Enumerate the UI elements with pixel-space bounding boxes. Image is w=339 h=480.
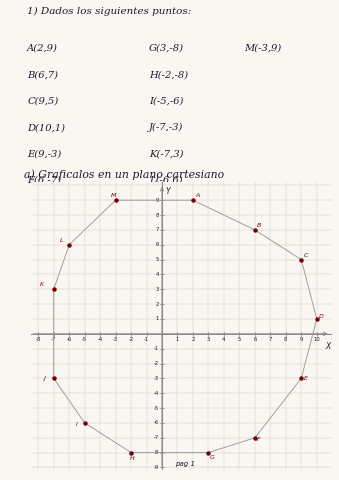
Text: 6: 6 [253, 337, 257, 342]
Text: -2: -2 [154, 361, 159, 366]
Text: -7: -7 [154, 435, 159, 440]
Text: pag 1: pag 1 [175, 461, 195, 468]
Text: 8: 8 [156, 213, 159, 217]
Text: Y: Y [166, 187, 171, 196]
Text: 1: 1 [156, 316, 159, 322]
Text: 7: 7 [268, 337, 272, 342]
Text: D: D [319, 314, 324, 319]
Text: 10: 10 [313, 337, 320, 342]
Text: 5: 5 [156, 257, 159, 262]
Text: 2: 2 [191, 337, 195, 342]
Text: -6: -6 [66, 337, 72, 342]
Text: B: B [257, 223, 261, 228]
Text: B(6,7): B(6,7) [27, 70, 58, 79]
Text: 5: 5 [238, 337, 241, 342]
Text: -3: -3 [154, 376, 159, 381]
Text: -1: -1 [154, 346, 159, 351]
Text: X: X [325, 342, 330, 351]
Text: I: I [75, 422, 77, 427]
Text: 1: 1 [176, 337, 179, 342]
Text: I(-5,-6): I(-5,-6) [149, 96, 183, 106]
Text: F: F [257, 437, 261, 442]
Text: -4: -4 [154, 391, 159, 396]
Text: E(9,-3): E(9,-3) [27, 150, 61, 158]
Text: C: C [304, 253, 308, 258]
Text: G: G [210, 455, 215, 460]
Text: 8: 8 [284, 337, 287, 342]
Text: M: M [111, 193, 116, 198]
Text: -6: -6 [154, 420, 159, 425]
Text: 7: 7 [156, 228, 159, 232]
Text: -8: -8 [36, 337, 41, 342]
Text: H: H [129, 456, 134, 461]
Text: -2: -2 [128, 337, 134, 342]
Text: 4: 4 [222, 337, 225, 342]
Text: L(-6,6): L(-6,6) [149, 176, 183, 185]
Text: H(-2,-8): H(-2,-8) [149, 70, 188, 79]
Text: 6: 6 [156, 242, 159, 247]
Text: -1: -1 [144, 337, 149, 342]
Text: A(2,9): A(2,9) [27, 44, 58, 53]
Text: -4: -4 [98, 337, 103, 342]
Text: G(3,-8): G(3,-8) [149, 44, 184, 53]
Text: -9: -9 [154, 465, 159, 470]
Text: 3: 3 [207, 337, 210, 342]
Text: F(6,-7): F(6,-7) [27, 176, 61, 185]
Text: 4: 4 [156, 272, 159, 277]
Text: -5: -5 [154, 406, 159, 410]
Text: 3: 3 [156, 287, 159, 292]
Text: J(-7,-3): J(-7,-3) [149, 123, 183, 132]
Text: E: E [304, 376, 307, 381]
Text: D(10,1): D(10,1) [27, 123, 65, 132]
Text: K: K [40, 282, 44, 287]
Text: C(9,5): C(9,5) [27, 96, 58, 106]
Text: 1) Dados los siguientes puntos:: 1) Dados los siguientes puntos: [27, 7, 192, 16]
Text: -3: -3 [113, 337, 118, 342]
Text: 9: 9 [156, 198, 159, 203]
Text: L: L [60, 238, 63, 242]
Text: J: J [43, 376, 45, 381]
Text: M(-3,9): M(-3,9) [244, 44, 281, 53]
Text: 9: 9 [300, 337, 303, 342]
Text: 2: 2 [156, 301, 159, 307]
Text: A: A [195, 193, 200, 198]
Text: -5: -5 [82, 337, 87, 342]
Text: -7: -7 [51, 337, 56, 342]
Text: K(-7,3): K(-7,3) [149, 150, 184, 158]
Text: a) Graficalos en un plano cartesiano: a) Graficalos en un plano cartesiano [24, 169, 224, 180]
Text: -8: -8 [154, 450, 159, 455]
